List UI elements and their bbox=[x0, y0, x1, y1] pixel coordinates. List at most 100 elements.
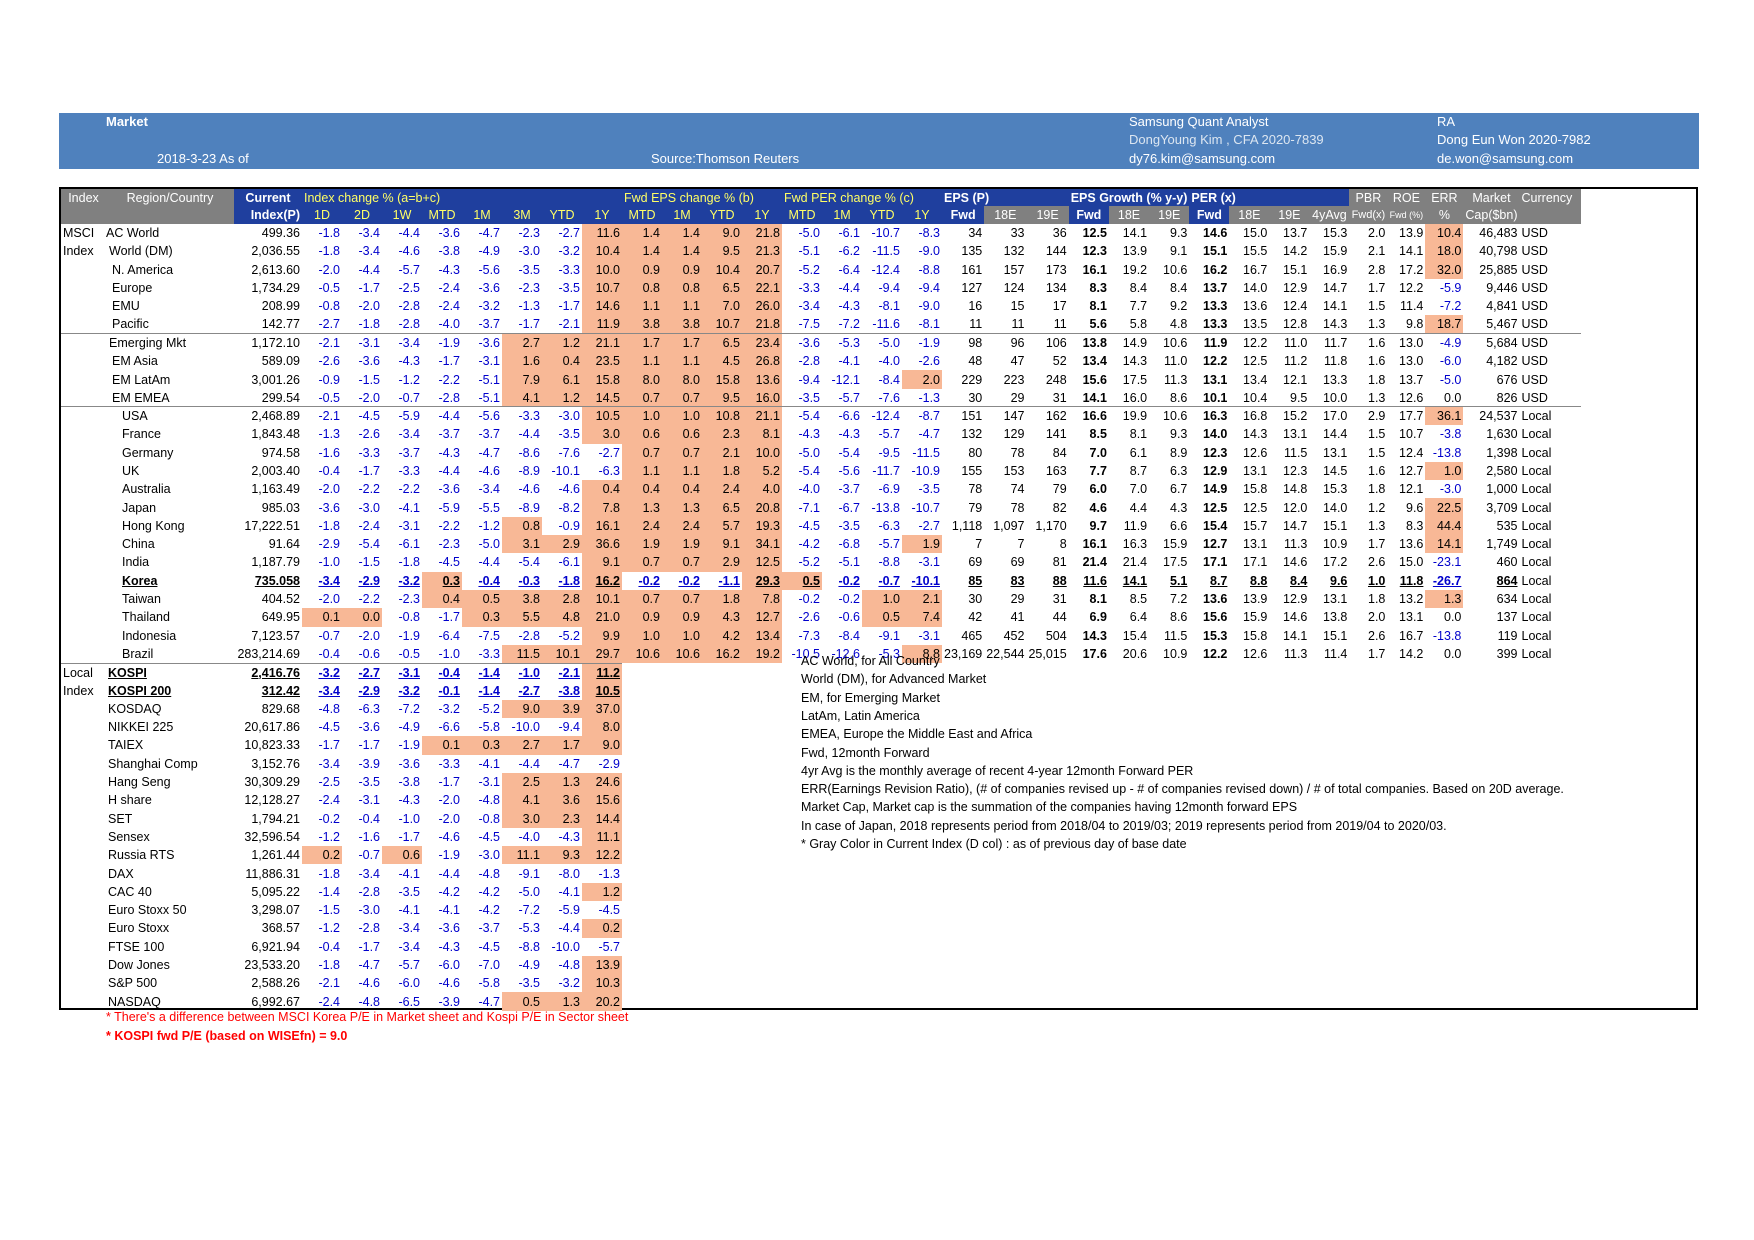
data-cell: 0.3 bbox=[462, 608, 502, 627]
table-row[interactable]: EM EMEA 299.54 -0.5 -2.0 -0.7 -2.8 -5.1 4.1 1.2 1… bbox=[61, 388, 1581, 407]
data-cell: 1.7 bbox=[1368, 537, 1386, 552]
table-row[interactable]: USA 2,468.89 -2.1 -4.5 -5.9 -4.4 -5.6 -3.3 -3.0 1… bbox=[61, 406, 1581, 426]
local-index-row[interactable]: CAC 40 5,095.22 -1.4 -2.8 -3.5 -4.2 -4.2 -5.0 -4… bbox=[61, 882, 1581, 901]
data-cell: -0.4 bbox=[478, 573, 500, 588]
local-index-row[interactable]: Euro Stoxx 50 3,298.07 -1.5 -3.0 -4.1 -4.1 -4.… bbox=[61, 901, 1581, 919]
data-cell: -3.1 bbox=[478, 775, 500, 790]
data-cell: -7.5 bbox=[478, 628, 500, 643]
data-cell: 127 bbox=[961, 281, 983, 296]
row-current-index: 1,794.21 bbox=[251, 811, 300, 826]
table-row[interactable]: China 91.64 -2.9 -5.4 -6.1 -2.3 -5.0 3.1 2.9 36.6… bbox=[61, 535, 1581, 554]
local-index-row[interactable]: Sensex 32,596.54 -1.2 -1.6 -1.7 -4.6 -4.5 -4.0 -… bbox=[61, 827, 1581, 847]
data-cell: -3.4 bbox=[798, 299, 820, 314]
table-row[interactable]: Thailand 649.95 0.1 0.0 -0.8 -1.7 0.3 5.5 4.8 21.… bbox=[61, 608, 1581, 627]
data-cell: -13.8 bbox=[1432, 445, 1462, 460]
table-row[interactable]: Europe 1,734.29 -0.5 -1.7 -2.5 -2.4 -3.6 -2.3 -3… bbox=[61, 278, 1581, 298]
table-row[interactable]: Taiwan 404.52 -2.0 -2.2 -2.3 0.4 0.5 3.8 2.8 10.1… bbox=[61, 589, 1581, 609]
table-row[interactable]: EM LatAm 3,001.26 -0.9 -1.5 -1.2 -2.2 -5.1 7.9 6… bbox=[61, 370, 1581, 389]
data-cell: 4.8 bbox=[1170, 317, 1188, 332]
row-current-index: 829.68 bbox=[261, 701, 300, 716]
local-index-row[interactable]: Russia RTS 1,261.44 0.2 -0.7 0.6 -1.9 -3.0 11.1… bbox=[61, 846, 1581, 865]
analyst-name: DongYoung Kim , CFA 2020-7839 bbox=[1129, 132, 1324, 147]
local-index-row[interactable]: Hang Seng 30,309.29 -2.5 -3.5 -3.8 -1.7 -3.1 2.… bbox=[61, 772, 1581, 792]
table-row[interactable]: Korea 735.058 -3.4 -2.9 -3.2 0.3 -0.4 -0.3 -1.8 1… bbox=[61, 571, 1581, 590]
data-cell: -4.3 bbox=[838, 427, 860, 442]
analyst-email[interactable]: dy76.kim@samsung.com bbox=[1129, 151, 1276, 166]
row-current-index: 3,152.76 bbox=[251, 756, 300, 771]
table-row[interactable]: MSCI AC World 499.36 -1.8 -3.4 -4.4 -3.6 -4.7 -2… bbox=[61, 224, 1581, 243]
data-cell: 535 bbox=[1496, 518, 1518, 533]
row-current-index: 985.03 bbox=[261, 500, 300, 515]
local-index-row[interactable]: NIKKEI 225 20,617.86 -4.5 -3.6 -4.9 -6.6 -5.8-… bbox=[61, 718, 1581, 737]
data-cell: 1.9 bbox=[622, 535, 662, 554]
data-cell: 1.1 bbox=[622, 461, 662, 481]
note-line: In case of Japan, 2018 represents period… bbox=[801, 818, 1447, 833]
data-cell: 0.7 bbox=[662, 388, 702, 407]
local-index-row[interactable]: Index KOSPI 200 312.42 -3.4 -2.9 -3.2 -0.1 -1.4… bbox=[61, 681, 1581, 700]
data-cell: -3.4 bbox=[358, 226, 380, 241]
table-row[interactable]: Pacific 142.77 -2.7 -1.8 -2.8 -4.0 -3.7 -1.7 -2.… bbox=[61, 315, 1581, 334]
local-index-row[interactable]: TAIEX 10,823.33 -1.7 -1.7 -1.9 0.1 0.3 2.7 1.7 9.… bbox=[61, 736, 1581, 755]
data-cell: 8.6 bbox=[1170, 390, 1188, 405]
table-row[interactable]: Japan 985.03 -3.6 -3.0 -4.1 -5.9 -5.5 -8.9 -8.2 7… bbox=[61, 498, 1581, 517]
table-row[interactable]: Australia 1,163.49 -2.0 -2.2 -2.2 -3.6 -3.4 -4.… bbox=[61, 480, 1581, 499]
table-row[interactable]: EMU 208.99 -0.8 -2.0 -2.8 -2.4 -3.2 -1.3 -1.7 14.… bbox=[61, 297, 1581, 316]
table-row[interactable]: Brazil 283,214.69 -0.4 -0.6 -0.5 -1.0 -3.3 11.5… bbox=[61, 644, 1581, 664]
row-region-name: Japan bbox=[122, 500, 157, 515]
data-cell: -5.5 bbox=[478, 500, 500, 515]
period-subheader: Fwd bbox=[1189, 206, 1230, 224]
data-cell: -7.6 bbox=[878, 390, 900, 405]
local-index-row[interactable]: Shanghai Comp 3,152.76 -3.4 -3.9 -3.6 -3.3 -4.… bbox=[61, 755, 1581, 773]
row-currency: Local bbox=[1521, 500, 1552, 515]
local-index-row[interactable]: H share 12,128.27 -2.4 -3.1 -4.3 -2.0 -4.8 4.1 3… bbox=[61, 791, 1581, 810]
data-cell: 4.1 bbox=[502, 791, 542, 810]
table-row[interactable]: UK 2,003.40 -0.4 -1.7 -3.3 -4.4 -4.6 -8.9 -10.1 -… bbox=[61, 461, 1581, 481]
local-index-row[interactable]: S&P 500 2,588.26 -2.1 -4.6 -6.0 -4.6 -5.8 -3.5 -… bbox=[61, 974, 1581, 993]
data-cell: 12.5 bbox=[1203, 500, 1228, 515]
data-cell: -1.8 bbox=[318, 244, 340, 259]
row-index-name: Shanghai Comp bbox=[108, 756, 198, 771]
local-index-row[interactable]: Local KOSPI 2,416.76 -3.2 -2.7 -3.1 -0.4 -1.4 -1… bbox=[61, 662, 1581, 682]
table-row[interactable]: EM Asia 589.09 -2.6 -3.6 -4.3 -1.7 -3.1 1.6 0.4 2… bbox=[61, 352, 1581, 371]
local-index-row[interactable]: DAX 11,886.31 -1.8 -3.4 -4.1 -4.4 -4.8 -9.1 -8.0… bbox=[61, 864, 1581, 882]
local-index-row[interactable]: Dow Jones 23,533.20 -1.8 -4.7 -5.7 -6.0 -7.0 -4… bbox=[61, 955, 1581, 975]
data-cell: -8.3 bbox=[918, 226, 940, 241]
local-index-row[interactable]: FTSE 100 6,921.94 -0.4 -1.7 -3.4 -4.3 -4.5 -8.8… bbox=[61, 938, 1581, 956]
table-row[interactable]: N. America 2,613.60 -2.0 -4.4 -5.7 -4.3 -5.6 -3… bbox=[61, 260, 1581, 279]
row-group-label bbox=[61, 315, 106, 333]
data-cell: -5.9 bbox=[382, 406, 422, 426]
data-cell: 13.1 bbox=[1203, 372, 1228, 387]
local-index-row[interactable]: SET 1,794.21 -0.2 -0.4 -1.0 -2.0 -0.8 3.0 2.3 14.… bbox=[61, 809, 1581, 828]
period-subheader: 19E bbox=[1026, 206, 1069, 224]
table-row[interactable]: Emerging Mkt 1,172.10 -2.1 -3.1 -3.4 -1.9 -3.6… bbox=[61, 333, 1581, 353]
data-cell: 2.3 bbox=[542, 809, 582, 828]
data-cell: -5.6 bbox=[478, 262, 500, 277]
data-cell: 2.9 bbox=[702, 553, 742, 572]
data-cell: 21.3 bbox=[742, 242, 782, 261]
row-group-label bbox=[61, 755, 106, 773]
data-cell: -1.5 bbox=[318, 903, 340, 918]
table-row[interactable]: France 1,843.48 -1.3 -2.6 -3.4 -3.7 -3.7 -4.4 -3… bbox=[61, 425, 1581, 444]
row-region-name: India bbox=[122, 555, 150, 570]
data-cell: 17.2 bbox=[1399, 262, 1424, 277]
table-row[interactable]: India 1,187.79 -1.0 -1.5 -1.8 -4.5 -4.4 -5.4 -6.… bbox=[61, 553, 1581, 572]
row-region-name: Brazil bbox=[122, 646, 154, 661]
data-cell: 5.2 bbox=[742, 461, 782, 481]
local-index-row[interactable]: NASDAQ 6,992.67 -2.4 -4.8 -6.5 -3.9 -4.7 0.5 1.3… bbox=[61, 992, 1581, 1011]
table-row[interactable]: Index World (DM) 2,036.55 -1.8 -3.4 -4.6 -3.8 -… bbox=[61, 242, 1581, 261]
table-row[interactable]: Germany 974.58 -1.6 -3.3 -3.7 -4.3 -4.7 -8.6 -7.… bbox=[61, 443, 1581, 462]
row-index-name: NIKKEI 225 bbox=[108, 720, 174, 735]
local-index-row[interactable]: KOSDAQ 829.68 -4.8 -6.3 -7.2 -3.2 -5.2 9.0 3.9 37… bbox=[61, 699, 1581, 719]
data-cell: 9.9 bbox=[582, 626, 622, 645]
table-row[interactable]: Indonesia 7,123.57 -0.7 -2.0 -1.9 -6.4 -7.5 -2.… bbox=[61, 626, 1581, 645]
period-subheader: 1M bbox=[662, 206, 702, 224]
ra-email[interactable]: de.won@samsung.com bbox=[1437, 151, 1574, 166]
data-cell: 15.1 bbox=[1203, 244, 1228, 259]
data-cell: -0.4 bbox=[318, 939, 340, 954]
row-currency: Local bbox=[1521, 445, 1552, 460]
data-cell: -6.6 bbox=[822, 406, 862, 426]
local-index-row[interactable]: Euro Stoxx 368.57 -1.2 -2.8 -3.4 -3.6 -3.7 -5.3… bbox=[61, 919, 1581, 938]
table-row[interactable]: Hong Kong 17,222.51 -1.8 -2.4 -3.1 -2.2 -1.2 0.… bbox=[61, 516, 1581, 536]
data-cell: 10.5 bbox=[582, 406, 622, 426]
row-group-label bbox=[61, 590, 106, 608]
